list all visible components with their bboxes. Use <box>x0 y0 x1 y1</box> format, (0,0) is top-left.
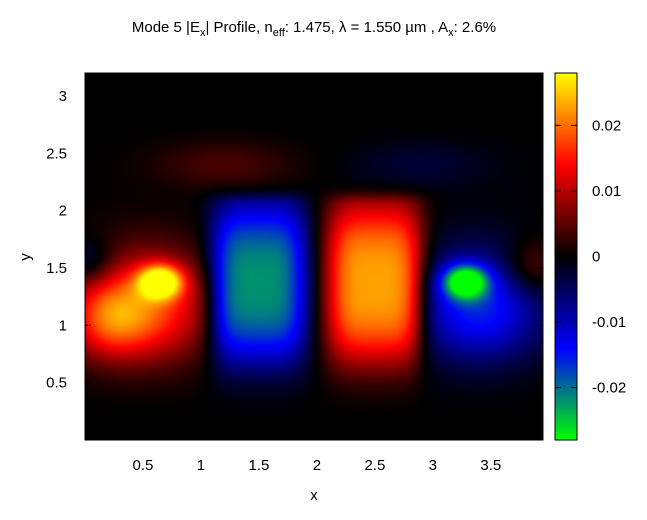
plot-frame <box>84 72 544 441</box>
x-tick-label: 2 <box>313 457 321 474</box>
y-tick-label: 3 <box>59 88 67 105</box>
heatmap <box>85 73 543 440</box>
colorbar-axis: 0.02 0.01 0 -0.01 -0.02 <box>555 117 626 397</box>
plot-area <box>84 72 544 441</box>
x-tick-label: 0.5 <box>133 457 154 474</box>
x-tick-label: 3.5 <box>480 457 501 474</box>
y-tick-label: 2.5 <box>46 145 67 162</box>
colorbar-tick-label: 0.01 <box>592 183 621 200</box>
x-tick-label: 2.5 <box>364 457 385 474</box>
y-tick-label: 1 <box>59 317 67 334</box>
y-axis-label: y <box>17 253 34 261</box>
y-axis: 0.5 1 1.5 2 2.5 3 <box>46 88 543 392</box>
y-tick-label: 0.5 <box>46 375 67 392</box>
colorbar-tick-label: -0.01 <box>592 314 626 331</box>
chart-title: Mode 5 |Ex| Profile, neff: 1.475, λ = 1.… <box>132 19 496 39</box>
x-axis-label: x <box>310 487 318 504</box>
x-axis: 0.5 1 1.5 2 2.5 3 3.5 <box>133 73 501 474</box>
x-tick-label: 3 <box>429 457 437 474</box>
y-tick-label: 2 <box>59 203 67 220</box>
y-tick-label: 1.5 <box>46 260 67 277</box>
colorbar-tick-label: -0.02 <box>592 380 626 397</box>
x-tick-label: 1 <box>197 457 205 474</box>
colorbar-tick-label: 0.02 <box>592 117 621 134</box>
colorbar-tick-label: 0 <box>592 249 600 266</box>
x-tick-label: 1.5 <box>248 457 269 474</box>
